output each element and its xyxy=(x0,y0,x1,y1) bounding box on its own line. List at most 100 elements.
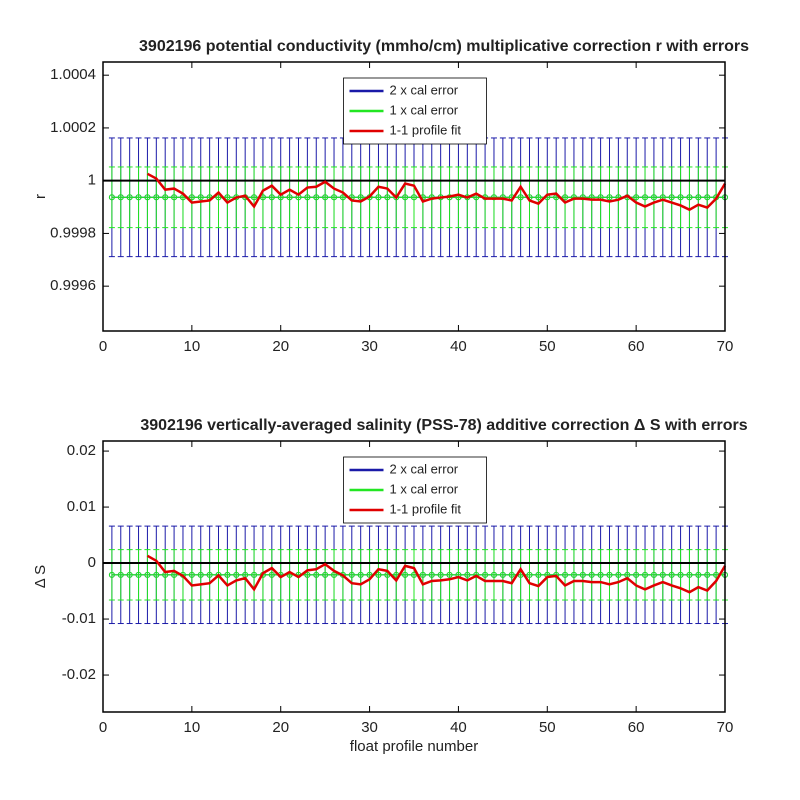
point-marker xyxy=(677,571,684,578)
x-tick-label: 0 xyxy=(99,338,107,355)
chart-title: 3902196 vertically-averaged salinity (PS… xyxy=(140,417,747,434)
point-marker xyxy=(650,571,657,578)
point-marker xyxy=(482,571,489,578)
point-marker xyxy=(286,194,293,201)
axes: 3902196 vertically-averaged salinity (PS… xyxy=(32,417,748,755)
point-marker xyxy=(135,571,142,578)
point-marker xyxy=(517,194,524,201)
point-marker xyxy=(695,194,702,201)
series-line xyxy=(146,554,727,594)
axes: 3902196 potential conductivity (mmho/cm)… xyxy=(32,38,749,355)
x-tick-label: 40 xyxy=(450,338,467,355)
point-marker xyxy=(597,571,604,578)
y-tick-label: 1.0004 xyxy=(50,66,96,83)
point-marker xyxy=(197,194,204,201)
point-marker xyxy=(642,571,649,578)
point-marker xyxy=(153,571,160,578)
point-marker xyxy=(197,571,204,578)
x-axis-label: float profile number xyxy=(350,738,478,755)
point-marker xyxy=(428,571,435,578)
point-marker xyxy=(588,571,595,578)
legend-label: 1 x cal error xyxy=(390,102,459,117)
y-axis-label: r xyxy=(32,194,49,199)
legend-label: 2 x cal error xyxy=(390,461,459,476)
y-tick-label: 0.9996 xyxy=(50,277,96,294)
point-marker xyxy=(357,571,364,578)
point-marker xyxy=(686,194,693,201)
point-marker xyxy=(215,194,222,201)
x-tick-label: 20 xyxy=(272,719,289,736)
point-marker xyxy=(402,194,409,201)
point-marker xyxy=(224,571,231,578)
point-marker xyxy=(535,571,542,578)
x-tick-label: 0 xyxy=(99,719,107,736)
point-marker xyxy=(384,194,391,201)
point-marker xyxy=(535,194,542,201)
point-marker xyxy=(375,571,382,578)
point-marker xyxy=(606,571,613,578)
point-marker xyxy=(162,194,169,201)
x-tick-label: 50 xyxy=(539,338,556,355)
point-marker xyxy=(108,571,115,578)
point-marker xyxy=(206,571,213,578)
point-marker xyxy=(579,571,586,578)
point-marker xyxy=(215,571,222,578)
x-tick-label: 40 xyxy=(450,719,467,736)
axes-frame xyxy=(102,61,726,332)
y-tick-label: 0 xyxy=(88,554,96,571)
y-tick-label: 0.9998 xyxy=(50,224,96,241)
point-marker xyxy=(695,571,702,578)
point-marker xyxy=(153,194,160,201)
point-marker xyxy=(402,571,409,578)
point-marker xyxy=(117,194,124,201)
point-marker xyxy=(144,194,151,201)
point-marker xyxy=(437,571,444,578)
point-marker xyxy=(233,571,240,578)
point-marker xyxy=(268,571,275,578)
point-marker xyxy=(411,194,417,201)
point-marker xyxy=(171,194,178,201)
point-marker xyxy=(108,194,115,201)
point-marker xyxy=(642,194,649,201)
point-marker xyxy=(126,571,133,578)
y-axis-label: Δ S xyxy=(32,565,49,588)
axes-frame xyxy=(102,440,726,713)
x-tick-label: 20 xyxy=(272,338,289,355)
point-marker xyxy=(251,194,258,201)
x-tick-label: 60 xyxy=(628,338,645,355)
point-marker xyxy=(633,194,640,201)
point-marker xyxy=(499,571,506,578)
legend-label: 1 x cal error xyxy=(390,481,459,496)
point-marker xyxy=(313,571,320,578)
point-marker xyxy=(313,194,320,201)
point-marker xyxy=(393,194,400,201)
point-marker xyxy=(446,571,453,578)
point-marker xyxy=(704,194,711,201)
point-marker xyxy=(117,571,124,578)
point-marker xyxy=(659,571,666,578)
y-tick-label: 0.01 xyxy=(67,498,96,515)
point-marker xyxy=(126,194,133,201)
point-marker xyxy=(224,194,231,201)
point-marker xyxy=(135,194,142,201)
point-marker xyxy=(188,571,195,578)
point-marker xyxy=(357,194,364,201)
point-marker xyxy=(570,571,577,578)
x-tick-label: 10 xyxy=(184,719,201,736)
point-marker xyxy=(419,571,426,578)
point-marker xyxy=(331,571,338,578)
point-marker xyxy=(633,571,640,578)
point-marker xyxy=(606,194,613,201)
y-tick-label: -0.01 xyxy=(62,610,96,627)
point-marker xyxy=(304,571,311,578)
x-tick-label: 30 xyxy=(361,719,378,736)
legend-label: 1-1 profile fit xyxy=(390,501,462,516)
y-tick-label: 1 xyxy=(88,172,96,189)
point-marker xyxy=(339,194,346,201)
point-marker xyxy=(615,571,622,578)
point-marker xyxy=(704,571,711,578)
y-tick-label: 0.02 xyxy=(67,442,96,459)
point-marker xyxy=(526,571,533,578)
x-tick-label: 70 xyxy=(717,338,734,355)
point-marker xyxy=(562,194,569,201)
